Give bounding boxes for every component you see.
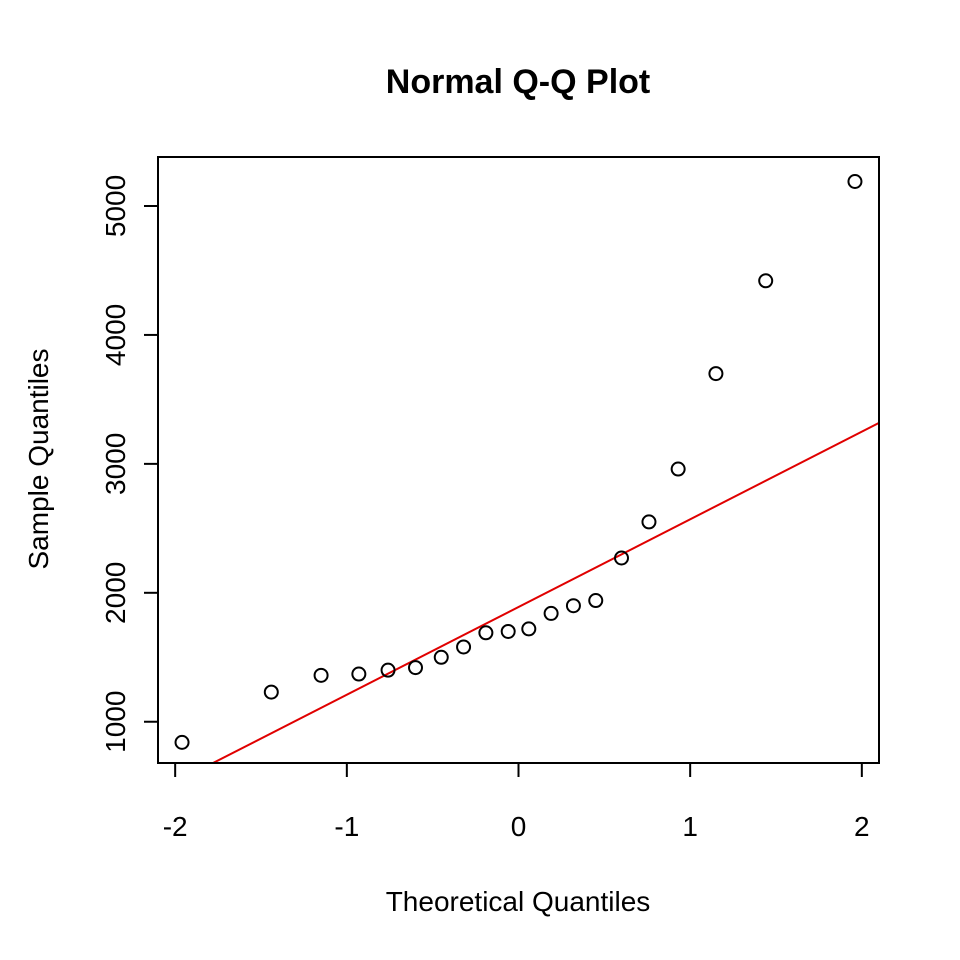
data-point: [708, 366, 724, 382]
data-point: [758, 273, 774, 289]
y-axis-label: Sample Quantiles: [23, 348, 54, 569]
plot-frame: [157, 156, 880, 764]
data-point: [313, 667, 329, 683]
x-tick-label: 0: [511, 811, 527, 842]
y-tick-label: 1000: [100, 691, 131, 753]
data-point: [351, 666, 367, 682]
chart-title: Normal Q-Q Plot: [386, 63, 650, 101]
data-point: [847, 173, 863, 189]
y-tick-label: 5000: [100, 175, 131, 237]
y-tick-label: 2000: [100, 562, 131, 624]
y-tick-label: 3000: [100, 433, 131, 495]
data-point: [408, 660, 423, 676]
x-tick-label: 1: [682, 811, 698, 842]
data-point: [588, 593, 604, 609]
data-point: [478, 625, 494, 641]
data-point: [456, 639, 472, 655]
data-point: [433, 649, 449, 665]
y-tick-label: 4000: [100, 304, 131, 366]
data-point: [614, 550, 629, 566]
data-point: [500, 623, 516, 639]
x-axis: -2 -1 0 1 2: [163, 762, 870, 842]
data-point: [521, 621, 537, 637]
x-tick-label: 2: [854, 811, 870, 842]
x-tick-label: -1: [334, 811, 359, 842]
data-point: [565, 598, 581, 614]
y-axis: 1000 2000 3000 4000 5000: [100, 175, 159, 753]
data-point: [543, 605, 559, 621]
x-tick-label: -2: [163, 811, 188, 842]
data-point: [174, 734, 190, 750]
data-point: [641, 514, 657, 530]
data-point: [380, 662, 396, 678]
data-point: [263, 684, 279, 700]
data-point: [670, 461, 686, 477]
x-axis-label: Theoretical Quantiles: [386, 886, 651, 917]
qq-reference-line: [210, 421, 879, 763]
